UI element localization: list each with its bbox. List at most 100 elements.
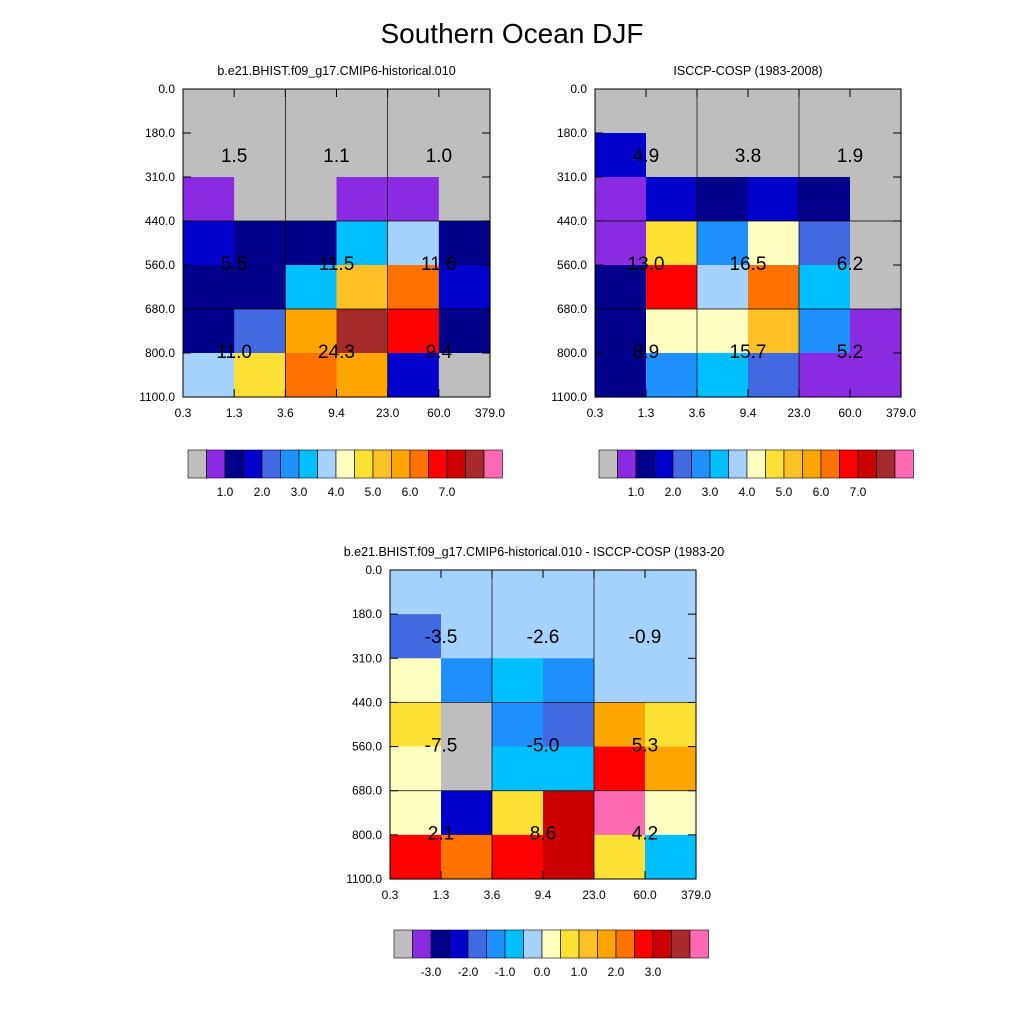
colorbar-swatch	[243, 449, 263, 479]
heatmap-cell	[438, 265, 491, 310]
block-value-label: -0.9	[629, 627, 662, 648]
x-tick-label: 1.3	[226, 406, 243, 420]
colorbar-swatch	[578, 929, 598, 959]
y-tick-label: 800.0	[557, 346, 587, 360]
heatmap-cell	[234, 221, 286, 266]
colorbar-swatch	[486, 929, 506, 959]
heatmap-cell	[492, 614, 544, 659]
heatmap-cell	[390, 702, 442, 748]
x-tick-label: 23.0	[376, 406, 400, 420]
colorbar-swatch	[428, 449, 448, 479]
heatmap-cell	[595, 309, 647, 354]
heatmap-cell	[748, 265, 800, 310]
panel-title: b.e21.BHIST.f09_g17.CMIP6-historical.010…	[344, 545, 725, 559]
heatmap-cell	[697, 177, 749, 222]
heatmap-cell	[594, 614, 646, 659]
colorbar-label: 1.0	[217, 485, 234, 498]
figure-title: Southern Ocean DJF	[380, 18, 644, 49]
block-value-label: -5.0	[527, 735, 560, 756]
heatmap-cell	[799, 309, 851, 354]
heatmap-cell	[645, 614, 697, 659]
colorbar-swatch	[560, 929, 580, 959]
heatmap-cell	[390, 834, 442, 880]
heatmap-cell	[387, 309, 440, 354]
block-value-label: 4.2	[632, 824, 658, 845]
heatmap-cell	[441, 746, 493, 792]
colorbar-swatch	[354, 449, 374, 479]
heatmap-cell	[799, 221, 851, 266]
heatmap-cell	[390, 658, 442, 704]
heatmap-cell	[183, 309, 235, 354]
heatmap-cell	[336, 221, 389, 266]
colorbar-label: 3.0	[291, 485, 308, 498]
colorbar-swatch	[187, 449, 207, 479]
heatmap-panel-model: b.e21.BHIST.f09_g17.CMIP6-historical.010…	[139, 64, 505, 498]
heatmap-cell	[336, 309, 389, 354]
block-value-label: 1.0	[426, 146, 452, 167]
heatmap-cell	[748, 133, 800, 178]
colorbar-swatch	[802, 449, 822, 479]
heatmap-cell	[441, 834, 493, 880]
colorbar-swatch	[597, 929, 617, 959]
heatmap-cell	[799, 353, 851, 398]
colorbar-swatch	[783, 449, 803, 479]
heatmap-cell	[183, 221, 235, 266]
y-tick-label: 0.0	[365, 563, 382, 577]
heatmap-cell	[183, 133, 235, 178]
colorbar-label: 6.0	[402, 485, 419, 498]
heatmap-cell	[850, 221, 902, 266]
heatmap-cell	[697, 265, 749, 310]
y-tick-label: 680.0	[352, 784, 382, 798]
heatmap-cell	[594, 702, 646, 748]
colorbar-label: 3.0	[702, 485, 719, 498]
heatmap-cell	[285, 265, 338, 310]
y-tick-label: 680.0	[557, 302, 587, 316]
x-tick-label: 0.3	[382, 888, 399, 902]
block-value-label: 1.9	[837, 146, 863, 167]
heatmap-cell	[441, 658, 493, 704]
heatmap-cell	[438, 353, 491, 398]
heatmap-cell	[799, 265, 851, 310]
y-tick-label: 560.0	[557, 258, 587, 272]
heatmap-cell	[336, 353, 389, 398]
heatmap-panel-observation: ISCCP-COSP (1983-2008) 0.0 180.0 310.0 440.0…	[551, 64, 916, 498]
y-tick-label: 1100.0	[139, 390, 175, 404]
heatmap-cell	[285, 309, 338, 354]
colorbar-swatch	[335, 449, 355, 479]
x-tick-label: 379.0	[886, 406, 916, 420]
block-value-label: 8.9	[633, 342, 659, 363]
heatmap-cell	[799, 89, 851, 134]
heatmap-cell	[492, 746, 544, 792]
x-tick-label: 23.0	[787, 406, 811, 420]
block-value-label: 6.2	[837, 254, 863, 275]
heatmap-cell	[748, 221, 800, 266]
heatmap-cell	[492, 702, 544, 748]
heatmap-cell	[183, 89, 235, 134]
colorbar-swatch	[617, 449, 637, 479]
panel-title: b.e21.BHIST.f09_g17.CMIP6-historical.010	[217, 64, 455, 78]
heatmap-cell	[646, 309, 698, 354]
heatmap-cell	[285, 133, 338, 178]
colorbar-label: -2.0	[458, 965, 479, 979]
block-value-label: -2.6	[527, 627, 560, 648]
heatmap-cell	[850, 89, 902, 134]
colorbar-swatch	[393, 929, 413, 959]
heatmap-cell	[850, 265, 902, 310]
colorbar-swatch	[541, 929, 561, 959]
y-tick-label: 310.0	[145, 170, 175, 184]
colorbar-swatch	[261, 449, 281, 479]
colorbar-label: 7.0	[850, 485, 867, 498]
colorbar-swatch	[746, 449, 766, 479]
x-tick-label: 9.4	[535, 888, 552, 902]
y-tick-label: 310.0	[352, 651, 382, 665]
heatmap-cell	[234, 89, 286, 134]
colorbar-swatch	[839, 449, 859, 479]
y-tick-label: 180.0	[145, 126, 175, 140]
y-tick-label: 310.0	[557, 170, 587, 184]
colorbar-swatch	[465, 449, 485, 479]
colorbar-swatch	[894, 449, 914, 479]
heatmap-cell	[336, 265, 389, 310]
x-tick-label: 0.3	[175, 406, 192, 420]
heatmap-cell	[387, 221, 440, 266]
colorbar-label: 4.0	[739, 485, 756, 498]
